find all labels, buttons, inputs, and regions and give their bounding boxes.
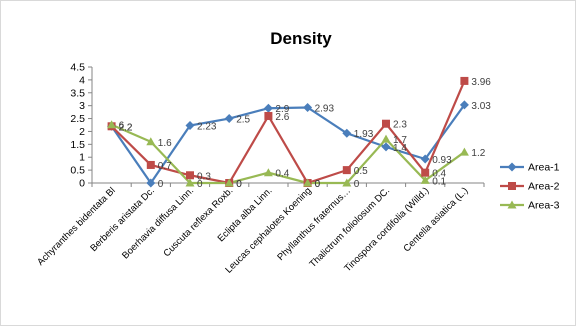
data-point-area-2 — [146, 160, 155, 169]
data-point-area-3 — [263, 168, 273, 177]
y-tick-label: 1.5 — [70, 139, 85, 151]
data-point-area-3 — [146, 137, 156, 146]
series-line-group — [110, 80, 466, 185]
data-label-area-2: 2.6 — [275, 112, 289, 123]
data-point-area-3 — [342, 178, 352, 187]
data-point-area-2 — [264, 111, 273, 120]
data-point-area-3 — [224, 178, 234, 187]
legend-label: Area-3 — [528, 200, 560, 212]
legend-item-area-2: Area-2 — [500, 181, 560, 193]
data-point-area-1 — [224, 114, 234, 124]
data-label-area-1: 2.9 — [275, 104, 289, 115]
legend: Area-1 Area-2 Area-3 — [500, 162, 560, 212]
y-tick-label: 4.5 — [70, 62, 85, 74]
data-point-area-2 — [186, 171, 194, 180]
y-tick-label: 2 — [79, 126, 85, 138]
legend-label: Area-2 — [528, 181, 560, 193]
series-line-area-3 — [111, 123, 466, 185]
data-label-area-1: 0 — [158, 179, 164, 190]
chart-title: Density — [270, 29, 332, 48]
data-label-area-1: 1.4 — [393, 143, 407, 154]
data-label-area-3: 0.4 — [275, 169, 289, 180]
data-label-area-2: 2.2 — [119, 122, 133, 133]
series-line-area-2 — [110, 80, 466, 185]
data-label-area-1: 2.93 — [315, 103, 335, 114]
data-label-area-3: 0 — [315, 179, 321, 190]
data-point-area-3 — [420, 175, 430, 184]
data-point-area-1 — [303, 102, 313, 112]
data-label-area-2: 0.4 — [432, 169, 446, 180]
data-point-area-1 — [185, 121, 195, 131]
legend-item-area-3: Area-3 — [500, 200, 560, 212]
data-point-area-2 — [342, 166, 351, 175]
data-point-area-2 — [460, 76, 469, 85]
data-label-area-2: 0.7 — [158, 161, 172, 172]
data-point-area-1 — [263, 103, 273, 113]
y-tick-label: 0.5 — [70, 165, 85, 177]
y-tick-label: 1 — [79, 152, 85, 164]
data-label-group: 2.202.232.52.9 2.931.931.40.933.032.20.70… — [119, 77, 492, 190]
data-label-area-1: 1.93 — [354, 129, 374, 140]
data-point-area-2 — [421, 168, 430, 177]
legend-marker — [508, 182, 516, 190]
legend-label: Area-1 — [528, 162, 560, 174]
data-point-area-3 — [107, 120, 117, 129]
data-label-area-2: 0.3 — [197, 171, 211, 182]
data-label-area-3: 1.7 — [393, 135, 407, 146]
data-label-area-2: 0 — [236, 179, 242, 190]
y-tick-label: 3 — [79, 100, 85, 112]
data-point-area-3 — [303, 178, 313, 187]
data-label-area-2: 0 — [315, 179, 321, 190]
y-tick-group: 00.511.522.533.544.5 — [70, 62, 92, 190]
data-label-area-3: 0 — [197, 179, 203, 190]
data-label-area-2: 3.96 — [471, 77, 491, 88]
data-point-area-1 — [342, 128, 352, 138]
data-label-area-3: 0.1 — [432, 176, 446, 187]
y-tick-label: 0 — [79, 178, 85, 190]
data-label-area-3: 6 — [119, 121, 125, 132]
data-label-area-3: 1.2 — [471, 148, 485, 159]
data-point-area-1 — [420, 154, 430, 164]
data-point-area-1 — [459, 100, 469, 110]
data-label-area-1: 3.03 — [471, 101, 491, 112]
series-marker-group — [107, 76, 469, 188]
legend-marker — [507, 162, 517, 172]
y-tick-label: 3.5 — [70, 87, 85, 99]
y-tick-label: 4 — [79, 74, 85, 86]
series-line-area-1 — [110, 104, 466, 185]
data-label-area-1: 2.2 — [119, 122, 133, 133]
data-label-area-3: 0 — [354, 179, 360, 190]
data-label-area-3: 1.6 — [158, 138, 172, 149]
data-label-area-1: 2.5 — [236, 115, 250, 126]
data-label-area-1: 2.23 — [197, 122, 217, 133]
data-point-area-3 — [185, 178, 195, 187]
data-point-area-3 — [459, 147, 469, 156]
legend-marker — [507, 200, 517, 209]
data-label-area-3: 0 — [236, 179, 242, 190]
data-point-area-2 — [382, 119, 390, 128]
data-label-area-2: 0.5 — [354, 166, 368, 177]
data-label-area-1: 0.93 — [432, 155, 452, 166]
data-point-area-1 — [381, 142, 391, 152]
data-point-area-1 — [146, 178, 156, 188]
data-point-area-3 — [381, 134, 391, 143]
legend-item-area-1: Area-1 — [500, 162, 560, 174]
y-tick-label: 2.5 — [70, 113, 85, 125]
data-label-area-2: 2.3 — [393, 120, 407, 131]
